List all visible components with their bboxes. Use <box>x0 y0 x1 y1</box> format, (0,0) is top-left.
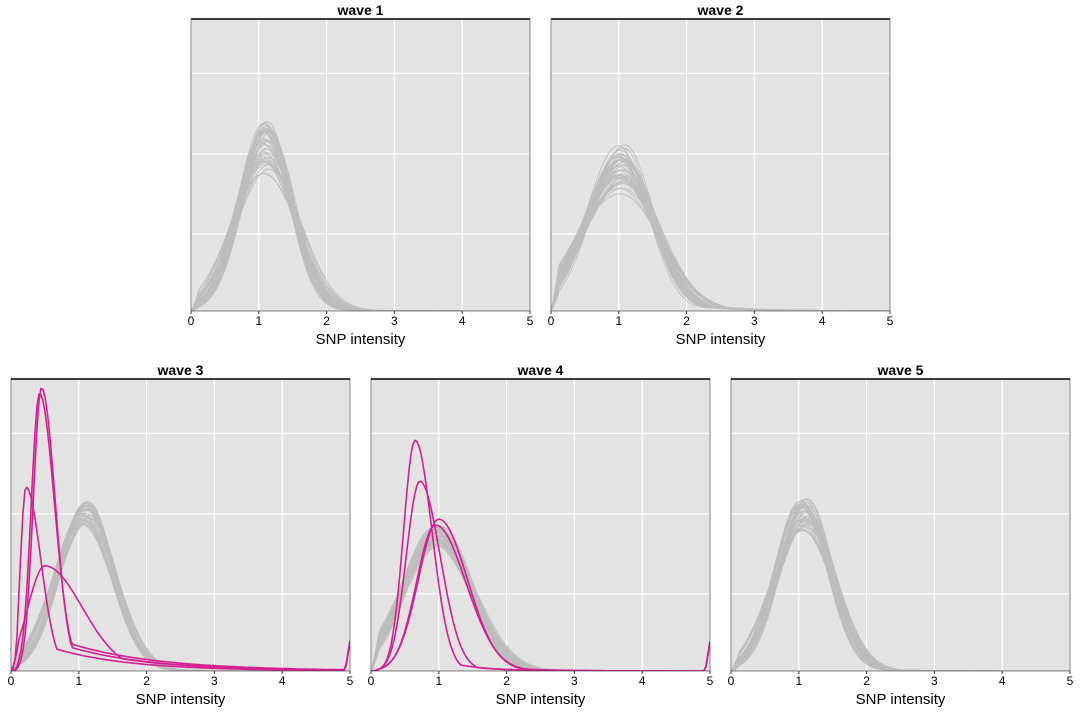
panel-title: wave 2 <box>697 2 744 18</box>
panel-background <box>11 379 350 671</box>
x-tick-label: 1 <box>795 674 802 688</box>
x-tick-label: 0 <box>188 314 195 328</box>
sample-curve <box>191 129 530 311</box>
x-tick-label: 5 <box>1067 674 1074 688</box>
x-tick-label: 3 <box>211 674 218 688</box>
x-tick-label: 5 <box>887 314 894 328</box>
x-tick-label: 3 <box>931 674 938 688</box>
x-tick-label: 3 <box>751 314 758 328</box>
x-tick-label: 4 <box>819 314 826 328</box>
x-tick-label: 1 <box>75 674 82 688</box>
sample-curve <box>11 518 350 671</box>
sample-curves <box>11 501 350 671</box>
panel-title: wave 4 <box>517 362 564 378</box>
x-tick-label: 0 <box>8 674 15 688</box>
x-tick-label: 5 <box>347 674 354 688</box>
panel-3: 0 1 2 3 4 5 wave 3 SNP intensity <box>8 362 354 708</box>
x-tick-label: 3 <box>391 314 398 328</box>
x-axis-title: SNP intensity <box>856 691 946 708</box>
panel-title: wave 5 <box>877 362 924 378</box>
sample-curves <box>731 498 1070 671</box>
x-tick-label: 0 <box>548 314 555 328</box>
sample-curve <box>191 168 530 311</box>
panel-title: wave 3 <box>157 362 204 378</box>
x-tick-label: 5 <box>707 674 714 688</box>
sample-curve <box>731 526 1070 671</box>
sample-curve <box>191 172 530 311</box>
panel-background <box>731 379 1070 671</box>
x-tick-label: 2 <box>143 674 150 688</box>
panel-5: 0 1 2 3 4 5 wave 5 SNP intensity <box>728 362 1074 708</box>
x-tick-label: 4 <box>279 674 286 688</box>
x-axis-title: SNP intensity <box>676 331 766 348</box>
x-tick-label: 4 <box>999 674 1006 688</box>
x-tick-label: 0 <box>368 674 375 688</box>
x-tick-label: 3 <box>571 674 578 688</box>
panel-title: wave 1 <box>337 2 384 18</box>
x-tick-label: 4 <box>459 314 466 328</box>
panel-1: 0 1 2 3 4 5 wave 1 SNP intensity <box>188 2 534 348</box>
x-axis-title: SNP intensity <box>136 691 226 708</box>
x-tick-label: 1 <box>615 314 622 328</box>
panel-background <box>191 19 530 311</box>
x-axis-title: SNP intensity <box>496 691 586 708</box>
panel-2: 0 1 2 3 4 5 wave 2 SNP intensity <box>548 2 894 348</box>
x-tick-label: 4 <box>639 674 646 688</box>
x-tick-label: 2 <box>323 314 330 328</box>
sample-curves <box>191 120 530 311</box>
x-tick-label: 0 <box>728 674 735 688</box>
x-tick-label: 1 <box>435 674 442 688</box>
highlighted-curve <box>11 565 350 671</box>
x-tick-label: 1 <box>255 314 262 328</box>
x-axis-title: SNP intensity <box>316 331 406 348</box>
x-tick-label: 2 <box>863 674 870 688</box>
panel-4: 0 1 2 3 4 5 wave 4 SNP intensity <box>368 362 714 708</box>
x-tick-label: 5 <box>527 314 534 328</box>
panel-background <box>551 19 890 311</box>
x-tick-label: 2 <box>503 674 510 688</box>
panel-background <box>371 379 710 671</box>
x-tick-label: 2 <box>683 314 690 328</box>
